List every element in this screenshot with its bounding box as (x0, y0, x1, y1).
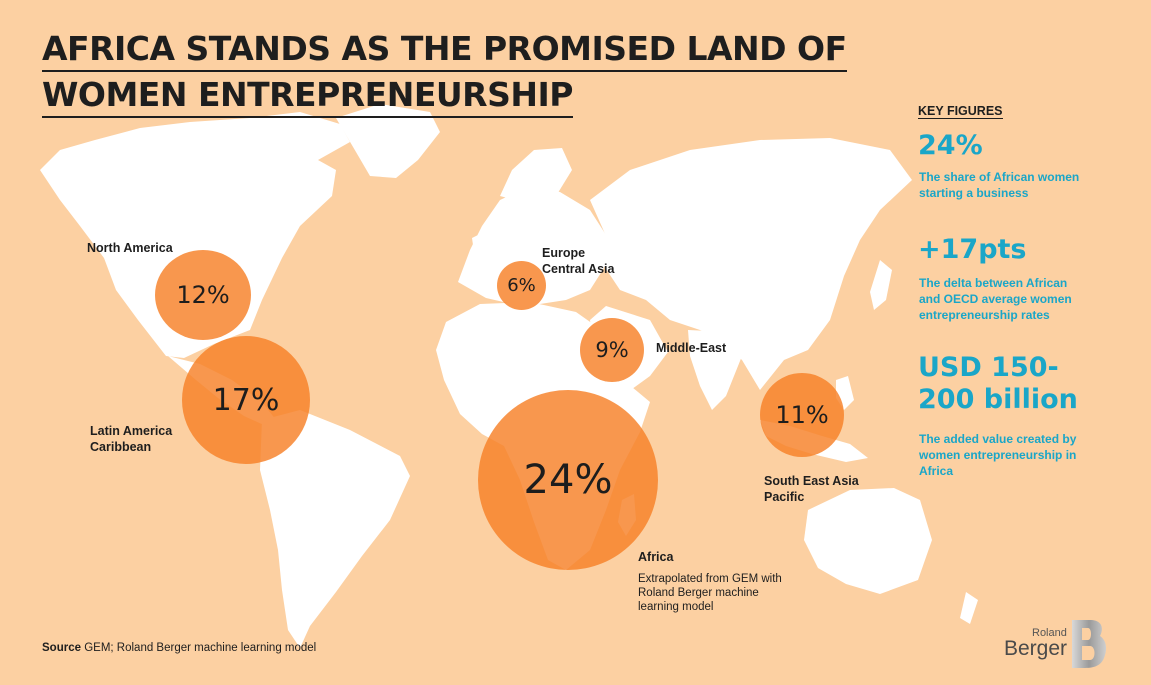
scandinavia-landmass (500, 148, 572, 204)
bubble-africa: 24% (478, 390, 658, 570)
label-africa: Africa (638, 550, 674, 564)
bubble-southeast-asia: 11% (760, 373, 844, 457)
logo-text-berger: Berger (1004, 637, 1068, 660)
roland-berger-logo-icon (1072, 620, 1107, 668)
south-america-landmass (260, 410, 410, 648)
africa-note: Extrapolated from GEM with Roland Berger… (638, 573, 782, 613)
bubble-north-america: 12% (155, 250, 251, 340)
title-line-2: WOMEN ENTREPRENEURSHIP (42, 76, 573, 118)
label-europe: Europe Central Asia (542, 246, 615, 276)
bubble-value: 6% (507, 275, 536, 296)
greenland-landmass (336, 104, 440, 178)
bubble-value: 12% (176, 281, 230, 309)
new-zealand-landmass (960, 592, 978, 624)
source-text: GEM; Roland Berger machine learning mode… (84, 642, 317, 654)
key-figure-desc-1: The share of African women starting a bu… (919, 170, 1080, 200)
japan-landmass (870, 260, 892, 310)
source-note: Source GEM; Roland Berger machine learni… (42, 642, 316, 654)
europe-landmass (458, 186, 608, 304)
logo-text-roland: Roland (1032, 627, 1067, 639)
asia-landmass (590, 138, 912, 390)
key-figures-heading: KEY FIGURES (918, 104, 1003, 119)
uk-landmass (472, 232, 488, 266)
key-figure-value-3: USD 150- 200 billion (918, 352, 1078, 415)
source-label: Source (42, 642, 81, 654)
north-america-landmass (40, 112, 350, 358)
bubble-latin-america: 17% (182, 336, 310, 464)
bubble-europe: 6% (497, 261, 546, 310)
bubble-value: 9% (595, 338, 629, 362)
bubble-value: 17% (212, 382, 280, 418)
label-north-america: North America (87, 241, 173, 255)
title-line-1: AFRICA STANDS AS THE PROMISED LAND OF (42, 30, 847, 72)
key-figure-value-1: 24% (918, 130, 983, 161)
australia-landmass (804, 488, 932, 594)
bubble-value: 24% (523, 457, 613, 503)
bubble-value: 11% (775, 401, 829, 429)
label-latin-america: Latin America Caribbean (90, 424, 173, 454)
label-southeast-asia: South East Asia Pacific (764, 474, 859, 504)
label-middle-east: Middle-East (656, 341, 727, 355)
key-figure-desc-3: The added value created by women entrepr… (919, 432, 1077, 478)
key-figure-desc-2: The delta between African and OECD avera… (919, 276, 1072, 322)
india-landmass (688, 330, 742, 410)
bubble-middle-east: 9% (580, 318, 644, 382)
key-figure-value-2: +17pts (918, 234, 1027, 265)
